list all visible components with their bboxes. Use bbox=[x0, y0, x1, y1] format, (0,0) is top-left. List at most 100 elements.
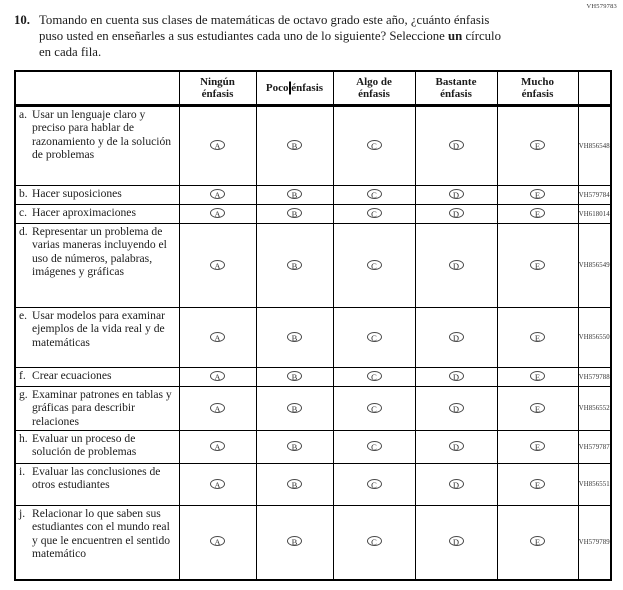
row-code: VH579784 bbox=[577, 185, 612, 206]
radio-option-b[interactable]: B bbox=[287, 331, 302, 342]
page-accession-code: VH579783 bbox=[586, 3, 617, 10]
question-text: Tomando en cuenta sus clases de matemáti… bbox=[39, 13, 506, 61]
question-block: 10. Tomando en cuenta sus clases de mate… bbox=[0, 0, 506, 61]
column-header-ningun-enfasis: Ningún énfasis bbox=[178, 70, 257, 108]
text-caret bbox=[289, 81, 291, 95]
radio-option-d[interactable]: D bbox=[448, 536, 464, 547]
question-text-end: círculo en cada fila. bbox=[39, 28, 501, 59]
radio-option-d[interactable]: D bbox=[448, 189, 464, 200]
row-letter: h. bbox=[19, 432, 28, 446]
table-row-j: j. Relacionar lo que saben sus estudiante… bbox=[14, 505, 612, 581]
radio-option-c[interactable]: C bbox=[366, 478, 382, 489]
radio-option-c[interactable]: C bbox=[366, 259, 382, 270]
column-header-poco-enfasis: Poco énfasis bbox=[255, 70, 334, 108]
radio-option-e[interactable]: E bbox=[530, 189, 545, 200]
row-text: Hacer aproximaciones bbox=[32, 206, 136, 220]
radio-option-e[interactable]: E bbox=[530, 208, 545, 219]
table-row-i: i. Evaluar las conclusiones de otros estu… bbox=[14, 463, 612, 507]
radio-option-b[interactable]: B bbox=[287, 402, 302, 413]
radio-option-a[interactable]: A bbox=[210, 441, 225, 452]
question-number: 10. bbox=[14, 13, 30, 27]
radio-option-e[interactable]: E bbox=[530, 140, 545, 151]
radio-option-c[interactable]: C bbox=[366, 402, 382, 413]
radio-option-b[interactable]: B bbox=[287, 441, 302, 452]
row-letter: i. bbox=[19, 465, 26, 479]
column-header-item bbox=[14, 70, 180, 108]
radio-option-d[interactable]: D bbox=[448, 478, 464, 489]
table-row-a: a. Usar un lenguaje claro y preciso para … bbox=[14, 105, 612, 187]
table-row-c: c. Hacer aproximaciones A B C D E VH61801… bbox=[14, 204, 612, 225]
radio-option-c[interactable]: C bbox=[366, 371, 382, 382]
radio-option-a[interactable]: A bbox=[210, 402, 225, 413]
radio-option-d[interactable]: D bbox=[448, 140, 464, 151]
column-header-poco-label: Poco énfasis bbox=[265, 81, 324, 94]
radio-option-a[interactable]: A bbox=[210, 259, 225, 270]
row-text: Representar un problema de varias manera… bbox=[32, 225, 167, 278]
table-row-b: b. Hacer suposiciones A B C D E VH579784 bbox=[14, 185, 612, 206]
radio-option-b[interactable]: B bbox=[287, 140, 302, 151]
row-text: Usar modelos para examinar ejemplos de l… bbox=[32, 309, 165, 349]
row-text: Relacionar lo que saben sus estudiantes … bbox=[32, 507, 171, 560]
row-text: Crear ecuaciones bbox=[32, 369, 112, 383]
row-code: VH856549 bbox=[577, 223, 612, 309]
table-row-e: e. Usar modelos para examinar ejemplos de… bbox=[14, 307, 612, 369]
row-letter: d. bbox=[19, 225, 28, 239]
radio-option-c[interactable]: C bbox=[366, 208, 382, 219]
emphasis-matrix-table: Ningún énfasis Poco énfasis Algo de énfa… bbox=[14, 69, 612, 581]
row-code: VH856548 bbox=[577, 105, 612, 187]
radio-option-b[interactable]: B bbox=[287, 478, 302, 489]
row-letter: g. bbox=[19, 388, 28, 402]
radio-option-a[interactable]: A bbox=[210, 208, 225, 219]
radio-option-c[interactable]: C bbox=[366, 331, 382, 342]
radio-option-e[interactable]: E bbox=[530, 536, 545, 547]
row-code: VH579789 bbox=[577, 505, 612, 581]
radio-option-a[interactable]: A bbox=[210, 478, 225, 489]
radio-option-e[interactable]: E bbox=[530, 259, 545, 270]
column-header-mucho-enfasis: Mucho énfasis bbox=[496, 70, 579, 108]
row-letter: e. bbox=[19, 309, 28, 323]
row-code: VH856550 bbox=[577, 307, 612, 369]
table-row-h: h. Evaluar un proceso de solución de prob… bbox=[14, 430, 612, 465]
table-row-d: d. Representar un problema de varias mane… bbox=[14, 223, 612, 309]
radio-option-d[interactable]: D bbox=[448, 371, 464, 382]
question-text-start: Tomando en cuenta sus clases de matemáti… bbox=[39, 13, 490, 43]
radio-option-e[interactable]: E bbox=[530, 441, 545, 452]
row-code: VH618014 bbox=[577, 204, 612, 225]
radio-option-b[interactable]: B bbox=[287, 371, 302, 382]
column-header-algo-de-enfasis: Algo de énfasis bbox=[332, 70, 416, 108]
radio-option-a[interactable]: A bbox=[210, 371, 225, 382]
row-letter: j. bbox=[19, 507, 26, 521]
radio-option-a[interactable]: A bbox=[210, 189, 225, 200]
table-row-f: f. Crear ecuaciones A B C D E VH579788 bbox=[14, 367, 612, 388]
row-code: VH579787 bbox=[577, 430, 612, 465]
radio-option-e[interactable]: E bbox=[530, 371, 545, 382]
radio-option-b[interactable]: B bbox=[287, 208, 302, 219]
row-code: VH856551 bbox=[577, 463, 612, 507]
row-text: Evaluar un proceso de solución de proble… bbox=[32, 432, 137, 459]
radio-option-c[interactable]: C bbox=[366, 140, 382, 151]
radio-option-a[interactable]: A bbox=[210, 536, 225, 547]
column-header-code bbox=[577, 70, 612, 108]
question-bold-word: un bbox=[448, 28, 463, 43]
radio-option-d[interactable]: D bbox=[448, 259, 464, 270]
radio-option-a[interactable]: A bbox=[210, 331, 225, 342]
row-text: Usar un lenguaje claro y preciso para ha… bbox=[32, 108, 172, 161]
radio-option-a[interactable]: A bbox=[210, 140, 225, 151]
radio-option-e[interactable]: E bbox=[530, 402, 545, 413]
radio-option-d[interactable]: D bbox=[448, 402, 464, 413]
radio-option-c[interactable]: C bbox=[366, 189, 382, 200]
radio-option-e[interactable]: E bbox=[530, 331, 545, 342]
radio-option-d[interactable]: D bbox=[448, 331, 464, 342]
radio-option-b[interactable]: B bbox=[287, 189, 302, 200]
radio-option-d[interactable]: D bbox=[448, 441, 464, 452]
radio-option-d[interactable]: D bbox=[448, 208, 464, 219]
row-letter: c. bbox=[19, 206, 28, 220]
radio-option-c[interactable]: C bbox=[366, 536, 382, 547]
radio-option-e[interactable]: E bbox=[530, 478, 545, 489]
row-code: VH579788 bbox=[577, 367, 612, 388]
radio-option-b[interactable]: B bbox=[287, 536, 302, 547]
row-letter: a. bbox=[19, 108, 28, 122]
radio-option-c[interactable]: C bbox=[366, 441, 382, 452]
radio-option-b[interactable]: B bbox=[287, 259, 302, 270]
column-header-bastante-enfasis: Bastante énfasis bbox=[414, 70, 498, 108]
